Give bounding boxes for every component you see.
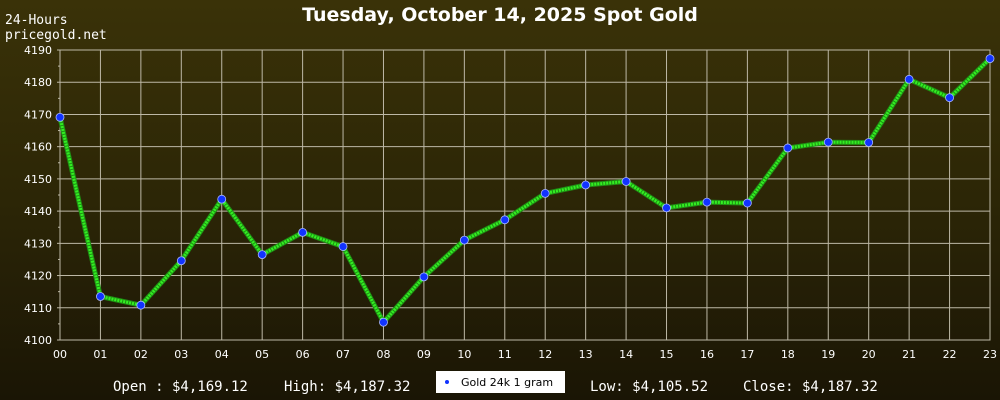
x-tick-label: 05 — [255, 348, 269, 361]
data-point — [96, 292, 105, 301]
grid-lines — [59, 49, 991, 341]
data-point — [621, 177, 631, 186]
data-point — [904, 74, 914, 84]
x-tick-label: 21 — [902, 348, 916, 361]
y-tick-label: 4160 — [24, 141, 52, 154]
data-point — [419, 272, 429, 282]
data-point — [298, 227, 308, 237]
data-point — [176, 256, 186, 266]
legend-box — [436, 371, 565, 393]
x-tick-label: 22 — [943, 348, 957, 361]
chart-subtitle-hours: 24-Hours — [5, 13, 68, 28]
data-point — [702, 197, 712, 207]
x-tick-label: 20 — [862, 348, 876, 361]
y-tick-label: 4150 — [24, 173, 52, 186]
x-tick-label: 03 — [174, 348, 188, 361]
y-tick-label: 4180 — [24, 76, 52, 89]
y-tick-label: 4140 — [24, 205, 52, 218]
y-tick-label: 4130 — [24, 237, 52, 250]
data-point — [136, 300, 146, 310]
footer-stats: Open : $4,169.12 High: $4,187.32 Gold 24… — [113, 371, 878, 395]
x-tick-label: 09 — [417, 348, 431, 361]
x-tick-label: 13 — [579, 348, 593, 361]
x-axis: 00 01 02 03 04 05 06 07 08 09 10 11 12 13 14 15 16 17 18 19… — [53, 348, 997, 361]
x-tick-label: 02 — [134, 348, 148, 361]
close-value: Close: $4,187.32 — [743, 379, 878, 395]
data-point — [783, 143, 793, 153]
legend-label: Gold 24k 1 gram — [461, 376, 553, 389]
legend-marker-icon — [445, 380, 449, 384]
data-point — [581, 180, 591, 190]
data-point — [985, 54, 995, 64]
data-point — [742, 198, 752, 208]
x-tick-label: 11 — [498, 348, 512, 361]
x-tick-label: 18 — [781, 348, 795, 361]
x-tick-label: 10 — [457, 348, 471, 361]
x-tick-label: 17 — [740, 348, 754, 361]
x-tick-label: 06 — [296, 348, 310, 361]
data-point — [945, 93, 954, 103]
y-tick-label: 4100 — [24, 334, 52, 347]
y-axis: 4100 4110 4120 4130 4140 4150 4160 4170 4180 4190 — [24, 44, 60, 347]
plot-border — [59, 49, 991, 341]
x-tick-label: 08 — [376, 348, 390, 361]
data-point — [662, 203, 671, 213]
data-point — [379, 317, 388, 327]
data-point — [55, 112, 65, 122]
data-point — [823, 137, 833, 147]
x-tick-label: 07 — [336, 348, 350, 361]
y-tick-label: 4120 — [24, 270, 52, 283]
legend: Gold 24k 1 gram — [436, 371, 565, 393]
y-tick-label: 4190 — [24, 44, 52, 57]
chart-subtitle-site: pricegold.net — [5, 28, 107, 43]
series-gold — [57, 56, 993, 325]
plot-frame — [59, 49, 991, 341]
data-point — [864, 138, 874, 147]
data-point — [459, 235, 469, 245]
x-tick-label: 15 — [660, 348, 674, 361]
x-tick-label: 23 — [983, 348, 997, 361]
x-tick-label: 14 — [619, 348, 633, 361]
x-tick-label: 00 — [53, 348, 67, 361]
data-point — [217, 194, 227, 204]
x-tick-label: 19 — [821, 348, 835, 361]
x-tick-label: 04 — [215, 348, 229, 361]
series-line — [58, 57, 992, 324]
series-line-shadow — [57, 56, 993, 325]
data-point — [257, 250, 267, 260]
high-value: High: $4,187.32 — [284, 379, 410, 395]
data-point — [338, 242, 348, 251]
x-tick-label: 01 — [93, 348, 107, 361]
y-tick-label: 4170 — [24, 108, 52, 121]
low-value: Low: $4,105.52 — [590, 379, 708, 395]
data-point — [540, 188, 550, 198]
y-tick-label: 4110 — [24, 302, 52, 315]
data-point — [500, 215, 510, 225]
series-markers — [55, 54, 995, 327]
open-value: Open : $4,169.12 — [113, 379, 248, 395]
chart-title: Tuesday, October 14, 2025 Spot Gold — [302, 4, 698, 26]
x-tick-label: 16 — [700, 348, 714, 361]
x-tick-label: 12 — [538, 348, 552, 361]
